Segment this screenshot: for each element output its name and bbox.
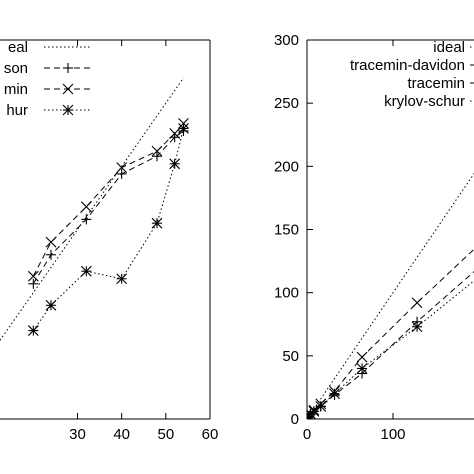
right-legend-label-3: krylov-schur <box>384 93 465 110</box>
right-series-3-point-5 <box>329 388 340 400</box>
left-series-2-point-3 <box>116 162 128 173</box>
left-series-1-point-1 <box>46 249 56 260</box>
right-series <box>307 172 474 419</box>
left-legend-marker-1 <box>63 63 73 73</box>
left-x-ticks: 30 40 50 60 <box>69 40 218 443</box>
right-y-tick-label-6: 300 <box>274 32 299 49</box>
left-legend: eal son min hur <box>4 39 92 119</box>
left-series-1-point-4 <box>152 151 162 162</box>
right-series-line-2 <box>307 248 474 418</box>
right-x-tick-label-0: 0 <box>303 426 311 443</box>
right-series-2-point-7 <box>411 297 423 309</box>
right-chart: 0 100 0 50 100 150 200 250 300 idealtracemin-dav… <box>274 32 474 443</box>
right-series-3-point-6 <box>356 363 368 374</box>
right-legend-label-0: ideal <box>433 39 465 56</box>
right-series-3-point-7 <box>411 321 423 333</box>
left-series-2-point-4 <box>151 145 163 157</box>
right-y-tick-label-2: 100 <box>274 285 299 302</box>
right-y-tick-label-0: 0 <box>291 411 299 428</box>
left-legend-marker-3 <box>62 104 74 116</box>
left-legend-label-2: min <box>4 81 28 98</box>
right-y-tick-label-5: 250 <box>274 95 299 112</box>
left-series-1-point-0 <box>28 278 39 289</box>
left-series <box>0 77 189 342</box>
left-series-3-point-4 <box>151 217 163 229</box>
left-legend-label-3: hur <box>6 102 28 119</box>
right-series-2-point-6 <box>356 351 368 363</box>
right-series-line-0 <box>307 172 474 419</box>
left-series-2-point-5 <box>169 128 181 139</box>
left-series-1-point-3 <box>116 168 127 179</box>
left-legend-label-0: eal <box>8 39 28 56</box>
right-ticks: 0 100 0 50 100 150 200 250 300 <box>274 32 406 443</box>
right-legend-label-2: tracemin <box>407 75 465 92</box>
right-y-tick-label-1: 50 <box>282 348 299 365</box>
left-series-2-point-0 <box>27 270 39 282</box>
left-x-tick-label-0: 30 <box>69 426 86 443</box>
left-series-1-point-2 <box>81 214 92 225</box>
right-y-tick-label-4: 200 <box>274 158 299 175</box>
left-chart: 30 40 50 60 eal son min hur <box>0 39 218 443</box>
left-series-3-point-3 <box>116 273 128 285</box>
left-series-2-point-6 <box>178 117 189 129</box>
right-y-tick-label-3: 150 <box>274 222 299 239</box>
left-series-3-point-1 <box>45 299 57 311</box>
right-legend-label-1: tracemin-davidon <box>350 57 465 74</box>
right-legend: idealtracemin-davidontraceminkrylov-schu… <box>350 39 474 110</box>
left-legend-label-1: son <box>4 60 28 77</box>
left-series-2-point-1 <box>45 236 57 248</box>
left-series-line-0 <box>0 77 184 342</box>
left-x-tick-label-3: 60 <box>202 426 219 443</box>
left-series-line-2 <box>32 123 184 277</box>
left-x-tick-label-2: 50 <box>157 426 174 443</box>
left-series-2-point-2 <box>80 201 92 213</box>
right-series-3-point-3 <box>308 406 320 417</box>
left-x-tick-label-1: 40 <box>113 426 130 443</box>
left-series-3-point-6 <box>178 123 189 134</box>
right-series-3-point-4 <box>315 400 327 412</box>
left-series-3-point-5 <box>169 158 181 170</box>
left-series-3-point-2 <box>80 265 92 277</box>
left-series-3-point-0 <box>27 325 39 336</box>
left-legend-marker-2 <box>62 83 74 95</box>
right-x-tick-label-1: 100 <box>380 426 405 443</box>
